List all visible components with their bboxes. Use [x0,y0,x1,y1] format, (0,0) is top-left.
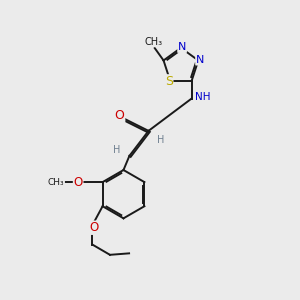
Text: H: H [113,145,121,155]
Text: CH₃: CH₃ [144,37,162,46]
Text: CH₃: CH₃ [48,178,64,187]
Text: O: O [74,176,83,189]
Text: N: N [196,55,204,65]
Text: N: N [178,42,186,52]
Text: H: H [157,135,165,145]
Text: NH: NH [195,92,211,102]
Text: O: O [115,109,124,122]
Text: S: S [165,75,173,88]
Text: O: O [89,221,98,234]
